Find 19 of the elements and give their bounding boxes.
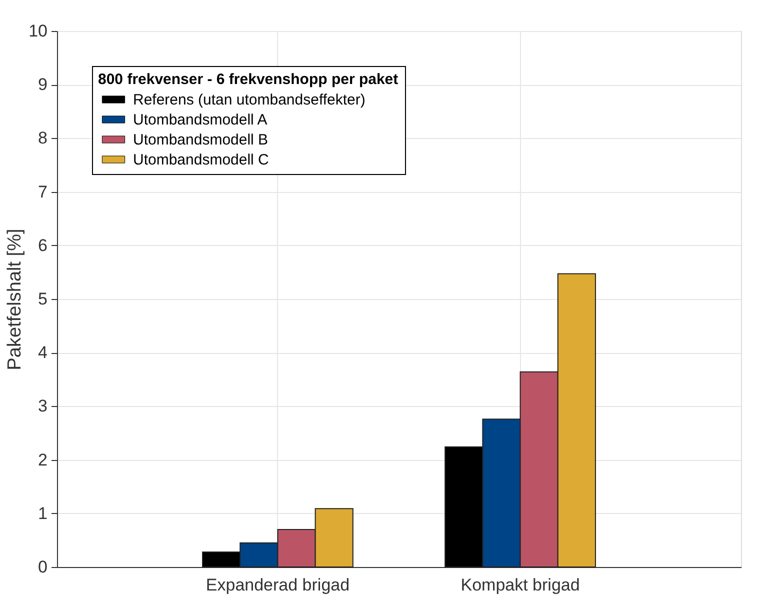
y-tick-label: 4 <box>38 343 48 362</box>
x-tick-label: Expanderad brigad <box>206 576 350 594</box>
x-tick-label: Kompakt brigad <box>460 576 580 594</box>
legend-label: Utombandsmodell B <box>133 132 268 148</box>
y-tick-label: 8 <box>38 128 48 148</box>
y-tick-label: 5 <box>38 290 48 308</box>
legend-label: Referens (utan utombandseffekter) <box>133 92 366 108</box>
y-tick-label: 9 <box>38 75 48 94</box>
y-tick-label: 10 <box>28 22 48 40</box>
y-tick-label: 1 <box>38 504 48 523</box>
legend-title: 800 frekvenser - 6 frekvenshopp per paket <box>98 71 398 88</box>
y-tick-label: 0 <box>38 558 48 576</box>
y-tick-label: 7 <box>38 182 48 202</box>
y-tick-label: 3 <box>38 396 48 416</box>
legend-label: Utombandsmodell C <box>133 152 270 168</box>
y-tick-label: 2 <box>38 450 48 470</box>
y-tick-label: 6 <box>38 236 48 255</box>
legend-label: Utombandsmodell A <box>133 112 268 128</box>
y-axis-title: Paketfelshalt [%] <box>4 228 26 370</box>
